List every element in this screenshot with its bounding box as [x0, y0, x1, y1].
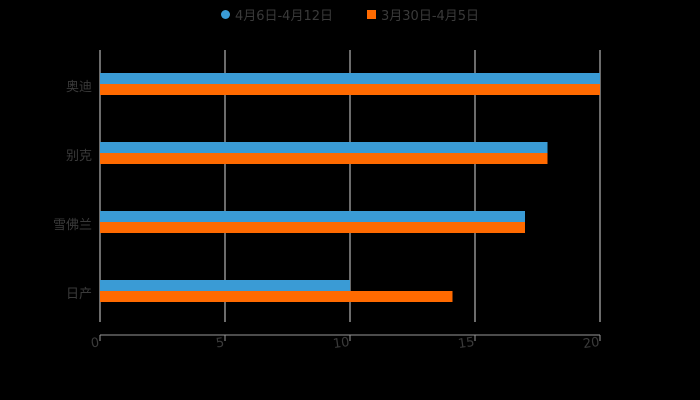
legend-label: 3月30日-4月5日: [381, 8, 480, 24]
bar-series-2[interactable]: [100, 222, 525, 233]
bar-series-2[interactable]: [100, 291, 453, 302]
bar-series-1[interactable]: [100, 280, 350, 291]
chart-legend: 4月6日-4月12日 3月30日-4月5日: [0, 4, 700, 24]
bar-series-1[interactable]: [100, 211, 525, 222]
bar-series-2[interactable]: [100, 153, 548, 164]
legend-item-series-2[interactable]: 3月30日-4月5日: [367, 5, 479, 24]
legend-item-series-1[interactable]: 4月6日-4月12日: [220, 5, 333, 24]
y-axis-category-label: 奥迪: [65, 80, 92, 95]
y-axis-category-label: 雪佛兰: [52, 218, 92, 233]
x-axis-tick-label: 10: [332, 334, 351, 353]
y-axis-category-label: 日产: [65, 287, 92, 302]
bar-series-1[interactable]: [100, 142, 548, 153]
bar-series-1[interactable]: [100, 73, 600, 84]
x-axis-tick-label: 15: [457, 334, 476, 353]
legend-square-marker-icon: [367, 9, 376, 19]
legend-circle-marker-icon: [220, 9, 230, 19]
y-axis-category-label: 别克: [65, 149, 92, 164]
bar-series-2[interactable]: [100, 84, 600, 95]
legend-label: 4月6日-4月12日: [234, 8, 333, 24]
x-axis-tick-label: 20: [582, 334, 601, 353]
